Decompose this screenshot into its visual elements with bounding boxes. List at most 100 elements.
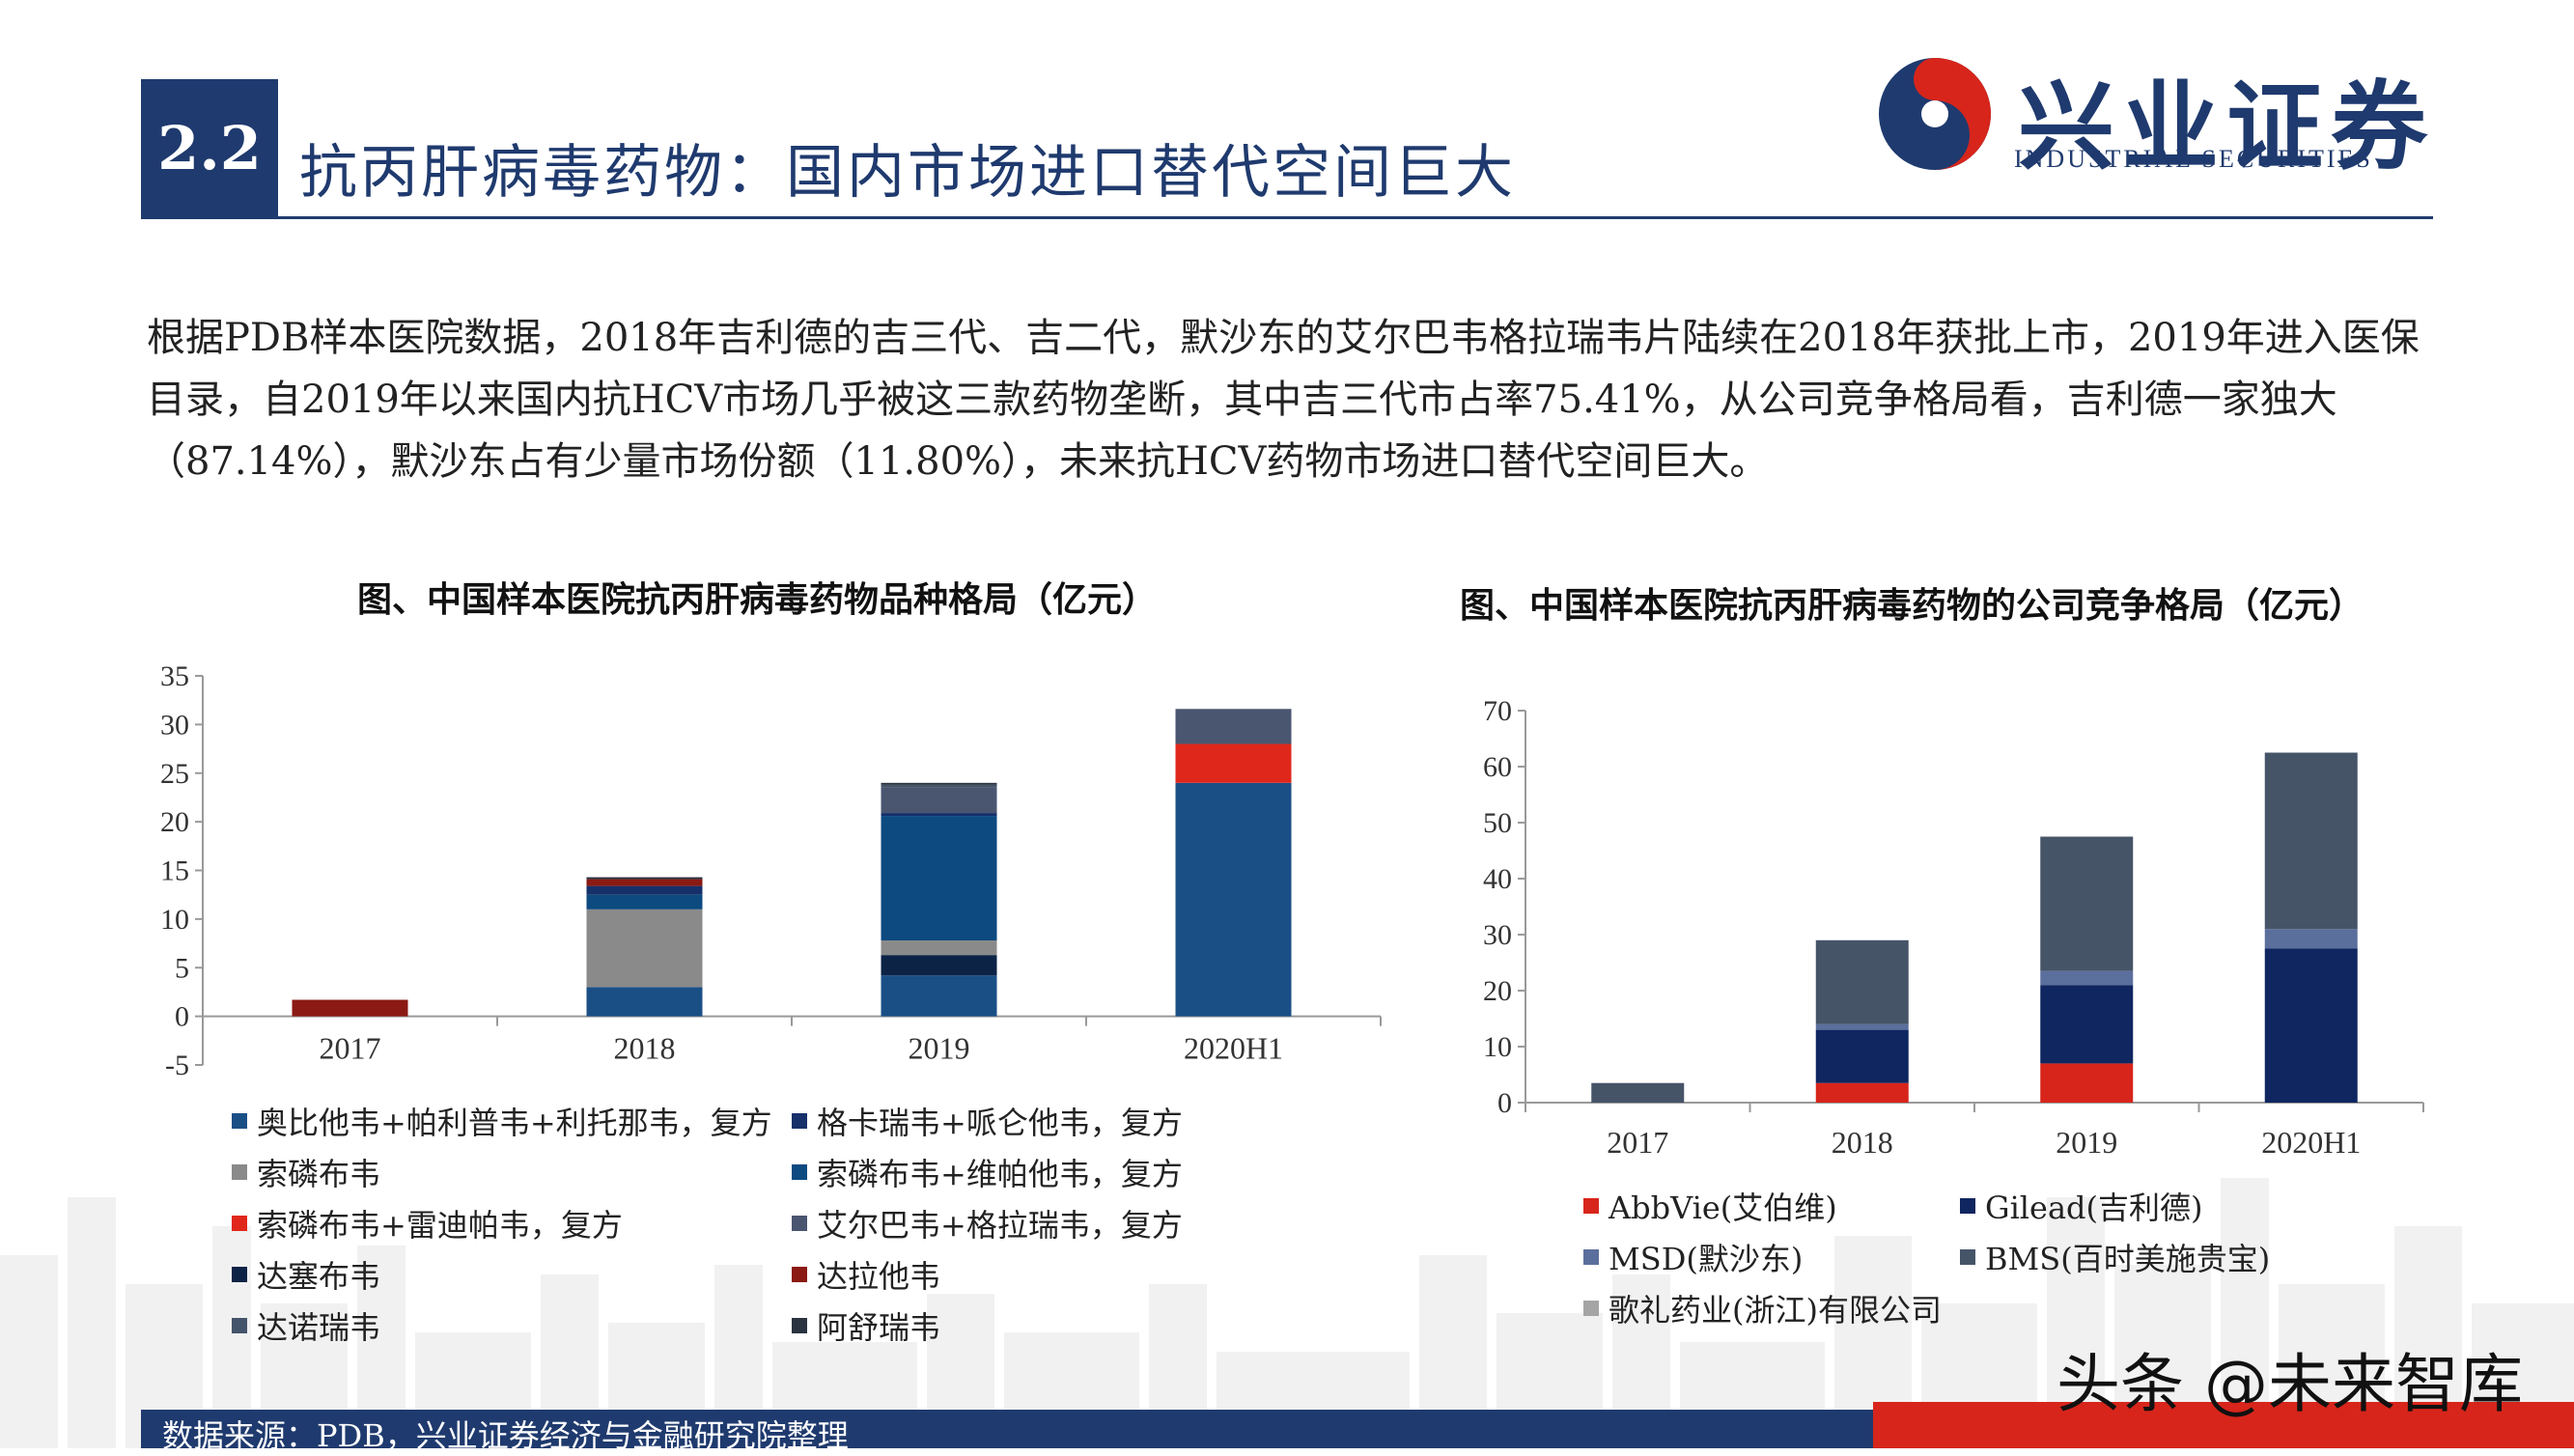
bar-segment bbox=[1175, 709, 1292, 744]
legend-item: 达拉他韦 bbox=[792, 1252, 940, 1297]
legend-label: 索磷布韦 bbox=[257, 1156, 381, 1192]
legend-item: AbbVie(艾伯维) bbox=[1583, 1184, 1837, 1228]
intro-paragraph: 根据PDB样本医院数据，2018年吉利德的吉三代、吉二代，默沙东的艾尔巴韦格拉瑞… bbox=[147, 316, 2420, 484]
bar-segment bbox=[1815, 1029, 1909, 1083]
legend-item: 艾尔巴韦+格拉瑞韦，复方 bbox=[792, 1201, 1183, 1246]
y-tick-label: 40 bbox=[1483, 863, 1512, 895]
bar-segment bbox=[881, 784, 997, 788]
footer-bar bbox=[141, 1410, 1879, 1448]
legend-item: 达塞布韦 bbox=[232, 1252, 380, 1297]
bar-segment bbox=[2040, 836, 2134, 971]
y-tick-label: 20 bbox=[1483, 975, 1512, 1007]
logo-name-cn: 兴业证券 bbox=[2018, 70, 2435, 183]
y-tick-label: 25 bbox=[160, 758, 189, 790]
bar-segment bbox=[586, 894, 703, 910]
y-tick-label: 60 bbox=[1483, 751, 1512, 783]
bar-segment bbox=[1815, 1082, 1909, 1103]
legend-swatch bbox=[792, 1267, 807, 1282]
legend-item: 索磷布韦 bbox=[232, 1150, 380, 1194]
y-tick-label: 70 bbox=[1483, 695, 1512, 727]
page-title: 抗丙肝病毒药物：国内市场进口替代空间巨大 bbox=[299, 139, 1516, 207]
bar-segment bbox=[881, 816, 997, 941]
bar-segment bbox=[881, 787, 997, 814]
legend-swatch bbox=[1960, 1249, 1975, 1265]
legend-label: 索磷布韦+维帕他韦，复方 bbox=[817, 1156, 1183, 1192]
bar-segment bbox=[2264, 929, 2358, 949]
bar-segment bbox=[586, 879, 703, 886]
data-source-note: 数据来源：PDB，兴业证券经济与金融研究院整理 bbox=[162, 1417, 849, 1454]
bar-segment bbox=[1175, 743, 1292, 783]
legend-label: 歌礼药业(浙江)有限公司 bbox=[1609, 1292, 1942, 1329]
legend-label: 格卡瑞韦+哌仑他韦，复方 bbox=[817, 1105, 1183, 1141]
legend-label: 阿舒瑞韦 bbox=[817, 1309, 941, 1346]
legend-label: AbbVie(艾伯维) bbox=[1609, 1190, 1837, 1226]
x-tick-label: 2017 bbox=[1607, 1125, 1668, 1160]
y-tick-label: 0 bbox=[1497, 1087, 1512, 1119]
y-tick-label: -5 bbox=[165, 1050, 189, 1081]
chart1-drug-variety: -5 0 5 10 15 20 25 30 35 2017 2018 2019 2020H1 bbox=[160, 660, 1382, 1081]
logo-name-en: INDUSTRIAL SECURITIES bbox=[2014, 145, 2373, 173]
y-tick-label: 5 bbox=[175, 952, 189, 984]
bar-segment bbox=[881, 782, 997, 785]
legend-item: BMS(百时美施贵宝) bbox=[1960, 1235, 2270, 1279]
legend-label: Gilead(吉利德) bbox=[1985, 1190, 2203, 1226]
legend-item: 阿舒瑞韦 bbox=[792, 1303, 940, 1348]
bar-segment bbox=[586, 987, 703, 1017]
legend-item: Gilead(吉利德) bbox=[1960, 1184, 2203, 1228]
legend-swatch bbox=[232, 1318, 247, 1333]
legend-swatch bbox=[1960, 1198, 1975, 1214]
legend-label: MSD(默沙东) bbox=[1609, 1241, 1804, 1277]
legend-item: 奥比他韦+帕利普韦+利托那韦，复方 bbox=[232, 1099, 772, 1143]
legend-label: 艾尔巴韦+格拉瑞韦，复方 bbox=[817, 1207, 1183, 1244]
legend-label: 达塞布韦 bbox=[257, 1258, 381, 1295]
legend-swatch bbox=[792, 1318, 807, 1333]
legend-item: 歌礼药业(浙江)有限公司 bbox=[1583, 1286, 1942, 1330]
legend-swatch bbox=[1583, 1301, 1599, 1316]
x-tick-label: 2018 bbox=[1832, 1125, 1893, 1160]
bar-segment bbox=[586, 909, 703, 988]
legend-swatch bbox=[232, 1113, 247, 1129]
bar-segment bbox=[2264, 948, 2358, 1103]
legend-swatch bbox=[232, 1164, 247, 1180]
chart1-title: 图、中国样本医院抗丙肝病毒药物品种格局（亿元） bbox=[357, 579, 1158, 620]
y-tick-label: 30 bbox=[160, 709, 189, 741]
header-divider bbox=[141, 216, 2433, 219]
y-tick-label: 10 bbox=[1483, 1031, 1512, 1063]
legend-swatch bbox=[232, 1267, 247, 1282]
legend-label: 达拉他韦 bbox=[817, 1258, 941, 1295]
legend-label: 索磷布韦+雷迪帕韦，复方 bbox=[257, 1207, 623, 1244]
x-tick-label: 2018 bbox=[614, 1031, 676, 1066]
x-tick-label: 2019 bbox=[2056, 1125, 2117, 1160]
legend-item: 格卡瑞韦+哌仑他韦，复方 bbox=[792, 1099, 1183, 1143]
chart2-legend: AbbVie(艾伯维) Gilead(吉利德) MSD(默沙东) BMS(百时美施贵宝… bbox=[1583, 1184, 2452, 1329]
company-logo-icon bbox=[1879, 58, 1991, 170]
chart2-company-competition: 0 10 20 30 40 50 60 70 2017 2018 2019 2020H1 bbox=[1483, 695, 2424, 1160]
legend-swatch bbox=[1583, 1198, 1599, 1214]
bar-segment bbox=[586, 885, 703, 895]
y-tick-label: 50 bbox=[1483, 807, 1512, 839]
bar-segment bbox=[881, 813, 997, 817]
bar-segment bbox=[881, 940, 997, 956]
y-tick-label: 10 bbox=[160, 904, 189, 936]
bar-segment bbox=[881, 975, 997, 1017]
x-tick-label: 2019 bbox=[909, 1031, 970, 1066]
legend-swatch bbox=[792, 1216, 807, 1231]
y-tick-label: 35 bbox=[160, 660, 189, 692]
y-tick-label: 15 bbox=[160, 855, 189, 887]
bar-segment bbox=[1815, 1023, 1909, 1030]
bar-segment bbox=[2264, 752, 2358, 930]
legend-label: 达诺瑞韦 bbox=[257, 1309, 381, 1346]
chart2-title: 图、中国样本医院抗丙肝病毒药物的公司竞争格局（亿元） bbox=[1460, 585, 2364, 626]
legend-label: 奥比他韦+帕利普韦+利托那韦，复方 bbox=[257, 1105, 772, 1141]
bar-segment bbox=[1591, 1082, 1685, 1103]
legend-item: MSD(默沙东) bbox=[1583, 1235, 1803, 1279]
bar-segment bbox=[881, 955, 997, 976]
y-tick-label: 30 bbox=[1483, 919, 1512, 951]
x-tick-label: 2020H1 bbox=[1184, 1031, 1283, 1066]
x-tick-label: 2017 bbox=[320, 1031, 381, 1066]
legend-item: 索磷布韦+雷迪帕韦，复方 bbox=[232, 1201, 623, 1246]
legend-swatch bbox=[792, 1164, 807, 1180]
legend-swatch bbox=[792, 1113, 807, 1129]
y-tick-label: 20 bbox=[160, 806, 189, 838]
x-tick-label: 2020H1 bbox=[2261, 1125, 2361, 1160]
